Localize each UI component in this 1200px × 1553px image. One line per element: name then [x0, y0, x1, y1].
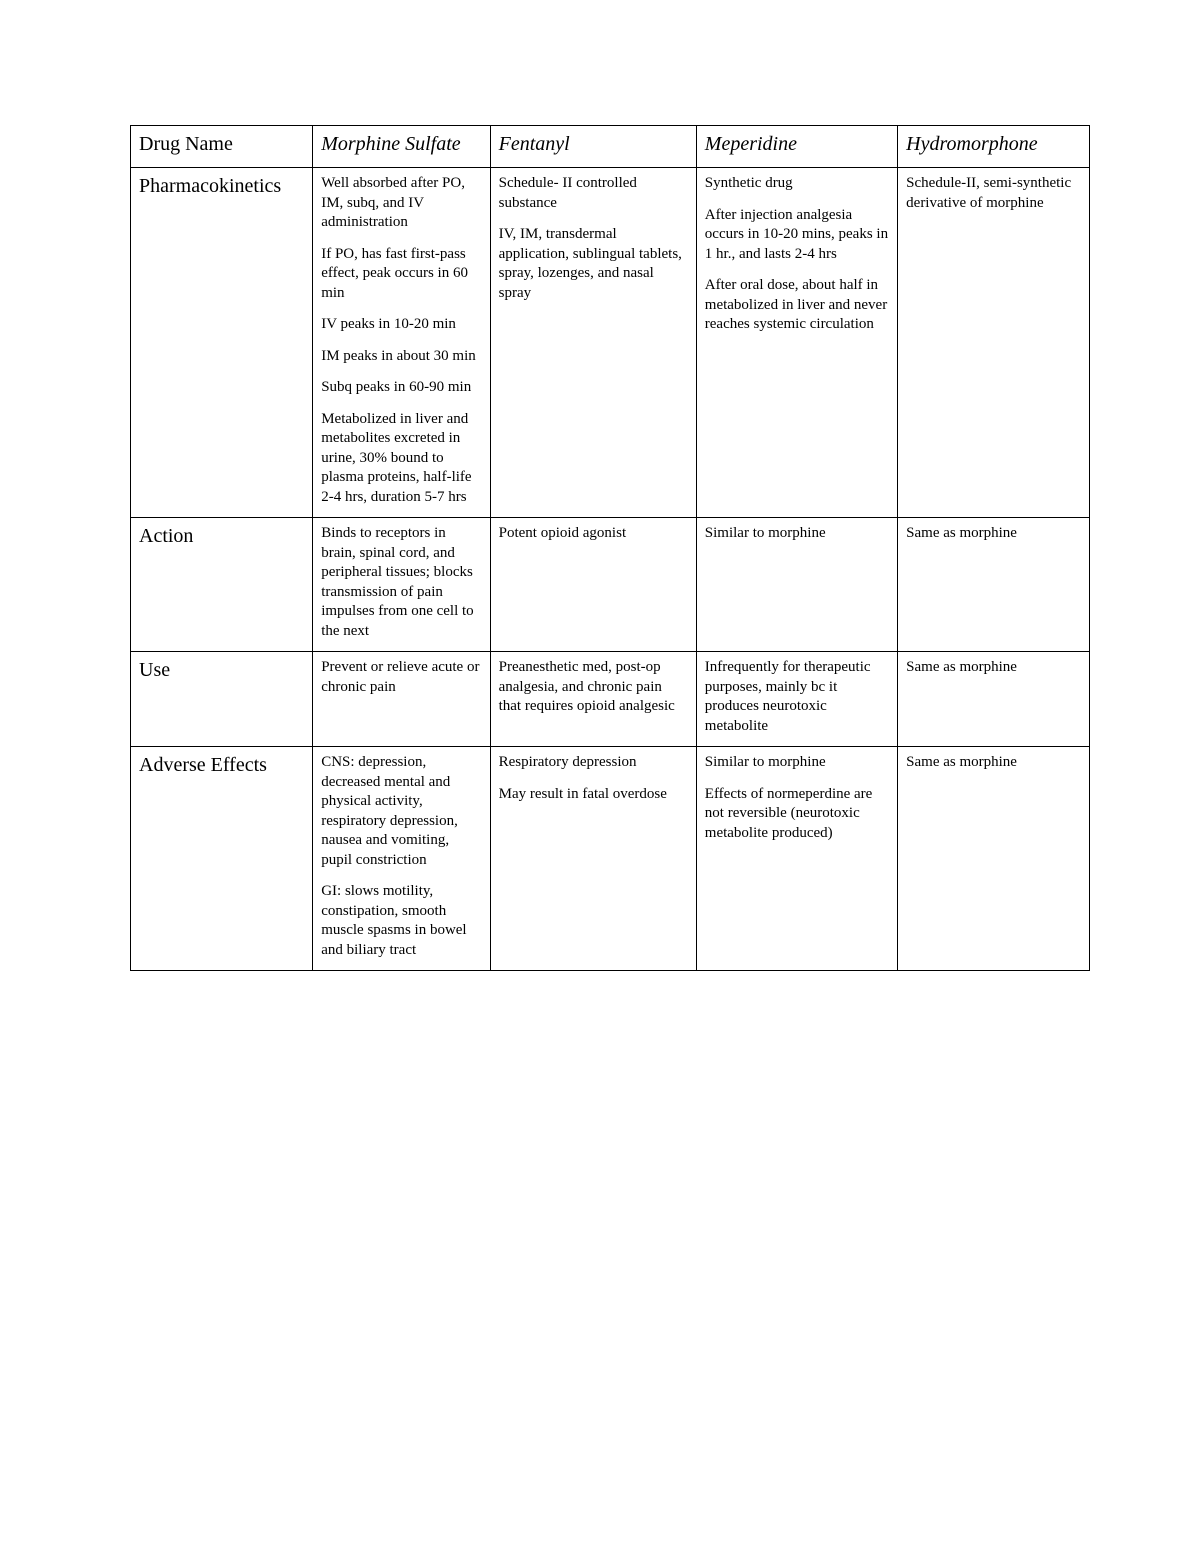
document-page: Drug Name Morphine Sulfate Fentanyl Mepe… — [0, 0, 1200, 1553]
table-cell: CNS: depression, decreased mental and ph… — [313, 747, 490, 971]
cell-paragraph: GI: slows motility, constipation, smooth… — [321, 882, 481, 960]
cell-paragraph: Effects of normeperdine are not reversib… — [705, 785, 889, 844]
table-cell: Synthetic drug After injection analgesia … — [696, 168, 897, 518]
cell-paragraph: Well absorbed after PO, IM, subq, and IV… — [321, 174, 481, 233]
table-row: UsePrevent or relieve acute or chronic p… — [131, 652, 1090, 747]
cell-paragraph: May result in fatal overdose — [499, 785, 688, 805]
table-cell: Similar to morphine — [696, 518, 897, 652]
table-cell: Schedule- II controlled substance IV, IM,… — [490, 168, 696, 518]
table-cell: Same as morphine — [898, 747, 1090, 971]
drug-comparison-table: Drug Name Morphine Sulfate Fentanyl Mepe… — [130, 125, 1090, 971]
cell-paragraph: Synthetic drug — [705, 174, 889, 194]
table-cell: Schedule-II, semi-synthetic derivative o… — [898, 168, 1090, 518]
col-header-morphine: Morphine Sulfate — [313, 126, 490, 168]
row-label: Pharmacokinetics — [131, 168, 313, 518]
cell-paragraph: Same as morphine — [906, 658, 1081, 678]
table-cell: Similar to morphine Effects of normeperdi… — [696, 747, 897, 971]
table-row: Adverse EffectsCNS: depression, decrease… — [131, 747, 1090, 971]
table-row: PharmacokineticsWell absorbed after PO, … — [131, 168, 1090, 518]
cell-paragraph: Same as morphine — [906, 753, 1081, 773]
col-header-fentanyl: Fentanyl — [490, 126, 696, 168]
table-cell: Potent opioid agonist — [490, 518, 696, 652]
cell-paragraph: IV peaks in 10-20 min — [321, 315, 481, 335]
row-label: Use — [131, 652, 313, 747]
cell-paragraph: If PO, has fast first-pass effect, peak … — [321, 245, 481, 304]
cell-paragraph: Preanesthetic med, post-op analgesia, an… — [499, 658, 688, 717]
col-header-hydromorphone: Hydromorphone — [898, 126, 1090, 168]
table-cell: Prevent or relieve acute or chronic pain — [313, 652, 490, 747]
table-header-row: Drug Name Morphine Sulfate Fentanyl Mepe… — [131, 126, 1090, 168]
table-cell: Binds to receptors in brain, spinal cord… — [313, 518, 490, 652]
row-label: Action — [131, 518, 313, 652]
table-row: ActionBinds to receptors in brain, spina… — [131, 518, 1090, 652]
cell-paragraph: Infrequently for therapeutic purposes, m… — [705, 658, 889, 736]
cell-paragraph: IV, IM, transdermal application, subling… — [499, 225, 688, 303]
cell-paragraph: Schedule-II, semi-synthetic derivative o… — [906, 174, 1081, 213]
table-cell: Respiratory depression May result in fata… — [490, 747, 696, 971]
table-cell: Well absorbed after PO, IM, subq, and IV… — [313, 168, 490, 518]
cell-paragraph: Prevent or relieve acute or chronic pain — [321, 658, 481, 697]
cell-paragraph: Respiratory depression — [499, 753, 688, 773]
table-cell: Preanesthetic med, post-op analgesia, an… — [490, 652, 696, 747]
cell-paragraph: After injection analgesia occurs in 10-2… — [705, 206, 889, 265]
table-cell: Same as morphine — [898, 518, 1090, 652]
table-body: Drug Name Morphine Sulfate Fentanyl Mepe… — [131, 126, 1090, 971]
cell-paragraph: Metabolized in liver and metabolites exc… — [321, 410, 481, 508]
cell-paragraph: Same as morphine — [906, 524, 1081, 544]
col-header-meperidine: Meperidine — [696, 126, 897, 168]
table-cell: Infrequently for therapeutic purposes, m… — [696, 652, 897, 747]
cell-paragraph: CNS: depression, decreased mental and ph… — [321, 753, 481, 870]
cell-paragraph: Potent opioid agonist — [499, 524, 688, 544]
row-label: Adverse Effects — [131, 747, 313, 971]
table-cell: Same as morphine — [898, 652, 1090, 747]
col-header-drug-name: Drug Name — [131, 126, 313, 168]
cell-paragraph: Similar to morphine — [705, 524, 889, 544]
cell-paragraph: Binds to receptors in brain, spinal cord… — [321, 524, 481, 641]
cell-paragraph: Schedule- II controlled substance — [499, 174, 688, 213]
cell-paragraph: IM peaks in about 30 min — [321, 347, 481, 367]
cell-paragraph: Similar to morphine — [705, 753, 889, 773]
cell-paragraph: Subq peaks in 60-90 min — [321, 378, 481, 398]
cell-paragraph: After oral dose, about half in metaboliz… — [705, 276, 889, 335]
